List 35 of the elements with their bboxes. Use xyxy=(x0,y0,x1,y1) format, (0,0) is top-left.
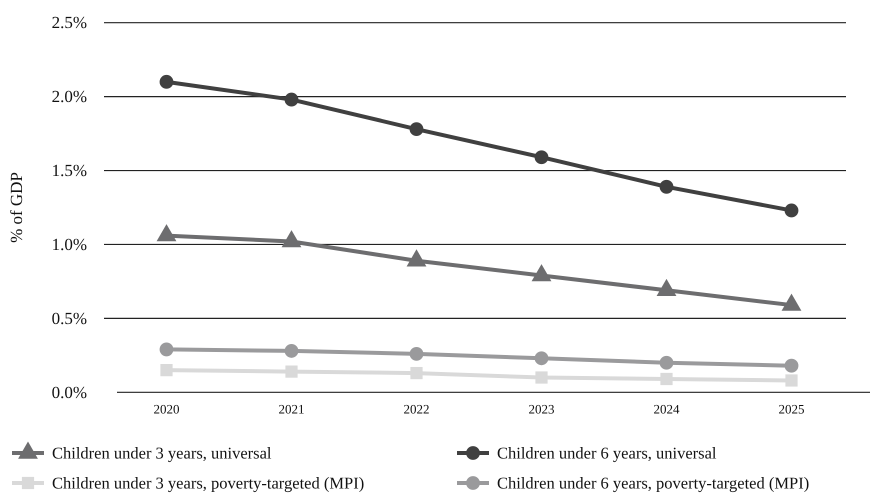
legend-label: Children under 3 years, poverty-targeted (MPI) xyxy=(52,474,364,492)
point xyxy=(285,365,298,378)
point xyxy=(160,364,173,376)
point xyxy=(784,358,798,373)
point xyxy=(284,92,298,106)
point xyxy=(535,371,548,384)
x-tick-label: 2024 xyxy=(654,402,680,417)
point xyxy=(410,366,423,380)
legend-label: Children under 6 years, universal xyxy=(497,444,717,462)
x-tick-label: 2021 xyxy=(278,402,304,417)
x-tick-label: 2020 xyxy=(154,402,180,417)
legend-label: Children under 3 years, universal xyxy=(52,444,272,462)
point xyxy=(410,122,424,136)
x-tick-label: 2025 xyxy=(778,402,804,417)
y-tick-label: 0.0% xyxy=(52,382,87,402)
point xyxy=(160,74,174,89)
y-tick-label: 2.0% xyxy=(52,87,87,106)
point xyxy=(534,150,548,164)
point xyxy=(784,204,798,218)
point xyxy=(660,356,674,370)
y-tick-label: 1.0% xyxy=(52,234,87,254)
y-tick-label: 1.5% xyxy=(52,160,87,180)
point xyxy=(785,374,798,387)
point xyxy=(160,342,174,356)
y-axis-title: % of GDP xyxy=(7,172,26,243)
legend-label: Children under 6 years, poverty-targeted (MPI) xyxy=(497,474,810,492)
y-tick-label: 0.5% xyxy=(52,308,87,328)
point xyxy=(410,346,424,361)
x-tick-label: 2023 xyxy=(528,402,554,417)
point xyxy=(534,351,548,366)
x-tick-label: 2022 xyxy=(404,402,430,417)
point xyxy=(660,372,673,386)
point xyxy=(660,180,674,194)
y-tick-label: 2.5% xyxy=(52,13,87,32)
point xyxy=(284,344,298,358)
